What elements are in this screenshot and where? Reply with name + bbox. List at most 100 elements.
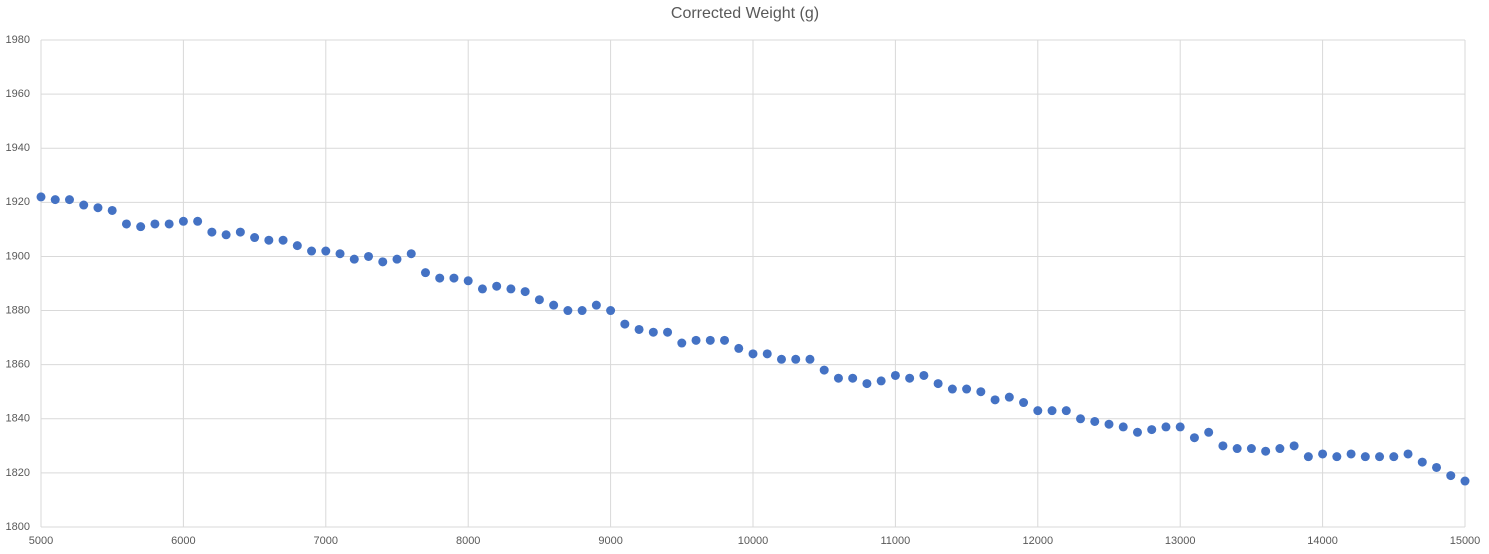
data-point	[1246, 444, 1256, 454]
data-point	[1318, 449, 1328, 459]
data-point	[677, 338, 687, 348]
data-point	[805, 354, 815, 364]
y-tick-label: 1800	[6, 521, 30, 533]
data-point	[905, 373, 915, 383]
data-point	[1132, 427, 1142, 437]
data-point	[1076, 414, 1086, 424]
data-point	[1019, 398, 1029, 408]
x-tick-label: 13000	[1165, 535, 1196, 547]
data-point	[406, 249, 416, 259]
data-point	[577, 306, 587, 316]
data-point	[50, 195, 60, 205]
data-point	[221, 230, 231, 240]
x-tick-label: 8000	[456, 535, 480, 547]
data-point	[1061, 406, 1071, 416]
data-point	[1218, 441, 1228, 451]
data-point	[1047, 406, 1057, 416]
y-tick-label: 1980	[6, 34, 30, 46]
data-point	[620, 319, 630, 329]
data-point	[364, 251, 374, 261]
data-point	[819, 365, 829, 375]
data-point	[506, 284, 516, 294]
data-point	[1232, 444, 1242, 454]
data-point	[1360, 452, 1370, 462]
data-point	[919, 370, 929, 380]
data-point	[1417, 457, 1427, 467]
data-point	[36, 192, 46, 202]
data-point	[477, 284, 487, 294]
data-point	[250, 233, 260, 243]
y-tick-label: 1860	[6, 359, 30, 371]
data-point	[207, 227, 217, 237]
data-point	[349, 254, 359, 264]
data-point	[663, 327, 673, 337]
data-point	[563, 306, 573, 316]
data-point	[292, 241, 302, 251]
data-point	[1004, 392, 1014, 402]
data-point	[776, 354, 786, 364]
data-point	[93, 203, 103, 213]
data-point	[278, 235, 288, 245]
data-point	[1189, 433, 1199, 443]
data-point	[534, 295, 544, 305]
data-point	[1275, 444, 1285, 454]
data-point	[606, 306, 616, 316]
data-point	[307, 246, 317, 256]
data-point	[762, 349, 772, 359]
data-point	[947, 384, 957, 394]
data-point	[264, 235, 274, 245]
data-point	[933, 379, 943, 389]
x-tick-label: 9000	[598, 535, 622, 547]
data-point	[435, 273, 445, 283]
data-point	[1175, 422, 1185, 432]
data-point	[1375, 452, 1385, 462]
data-point	[1332, 452, 1342, 462]
y-tick-label: 1960	[6, 88, 30, 100]
data-point	[121, 219, 131, 229]
data-point	[634, 324, 644, 334]
y-tick-label: 1820	[6, 467, 30, 479]
data-point	[1460, 476, 1470, 486]
data-point	[876, 376, 886, 386]
data-point	[549, 300, 559, 310]
data-point	[862, 379, 872, 389]
y-tick-label: 1920	[6, 196, 30, 208]
data-point	[1090, 416, 1100, 426]
data-point	[734, 343, 744, 353]
data-point	[492, 281, 502, 291]
x-tick-label: 11000	[881, 535, 911, 547]
data-point	[335, 249, 345, 259]
y-tick-label: 1880	[6, 304, 30, 316]
data-point	[1204, 427, 1214, 437]
data-point	[1161, 422, 1171, 432]
data-point	[150, 219, 160, 229]
data-point	[378, 257, 388, 267]
data-point	[648, 327, 658, 337]
data-point	[64, 195, 74, 205]
data-point	[420, 268, 430, 278]
x-tick-label: 10000	[738, 535, 769, 547]
data-point	[107, 205, 117, 215]
data-point	[691, 335, 701, 345]
data-point	[321, 246, 331, 256]
data-point	[1261, 446, 1271, 456]
data-point	[990, 395, 1000, 405]
data-point	[1104, 419, 1114, 429]
x-tick-label: 6000	[171, 535, 195, 547]
data-point	[748, 349, 758, 359]
data-point	[1389, 452, 1399, 462]
data-point	[962, 384, 972, 394]
data-point	[1033, 406, 1043, 416]
data-point	[833, 373, 843, 383]
data-point	[1118, 422, 1128, 432]
chart-title: Corrected Weight (g)	[671, 5, 819, 22]
data-point	[1403, 449, 1413, 459]
y-tick-label: 1940	[6, 142, 30, 154]
x-tick-label: 12000	[1023, 535, 1054, 547]
data-point	[392, 254, 402, 264]
x-tick-label: 5000	[29, 535, 53, 547]
data-point	[1432, 462, 1442, 472]
data-point	[449, 273, 459, 283]
